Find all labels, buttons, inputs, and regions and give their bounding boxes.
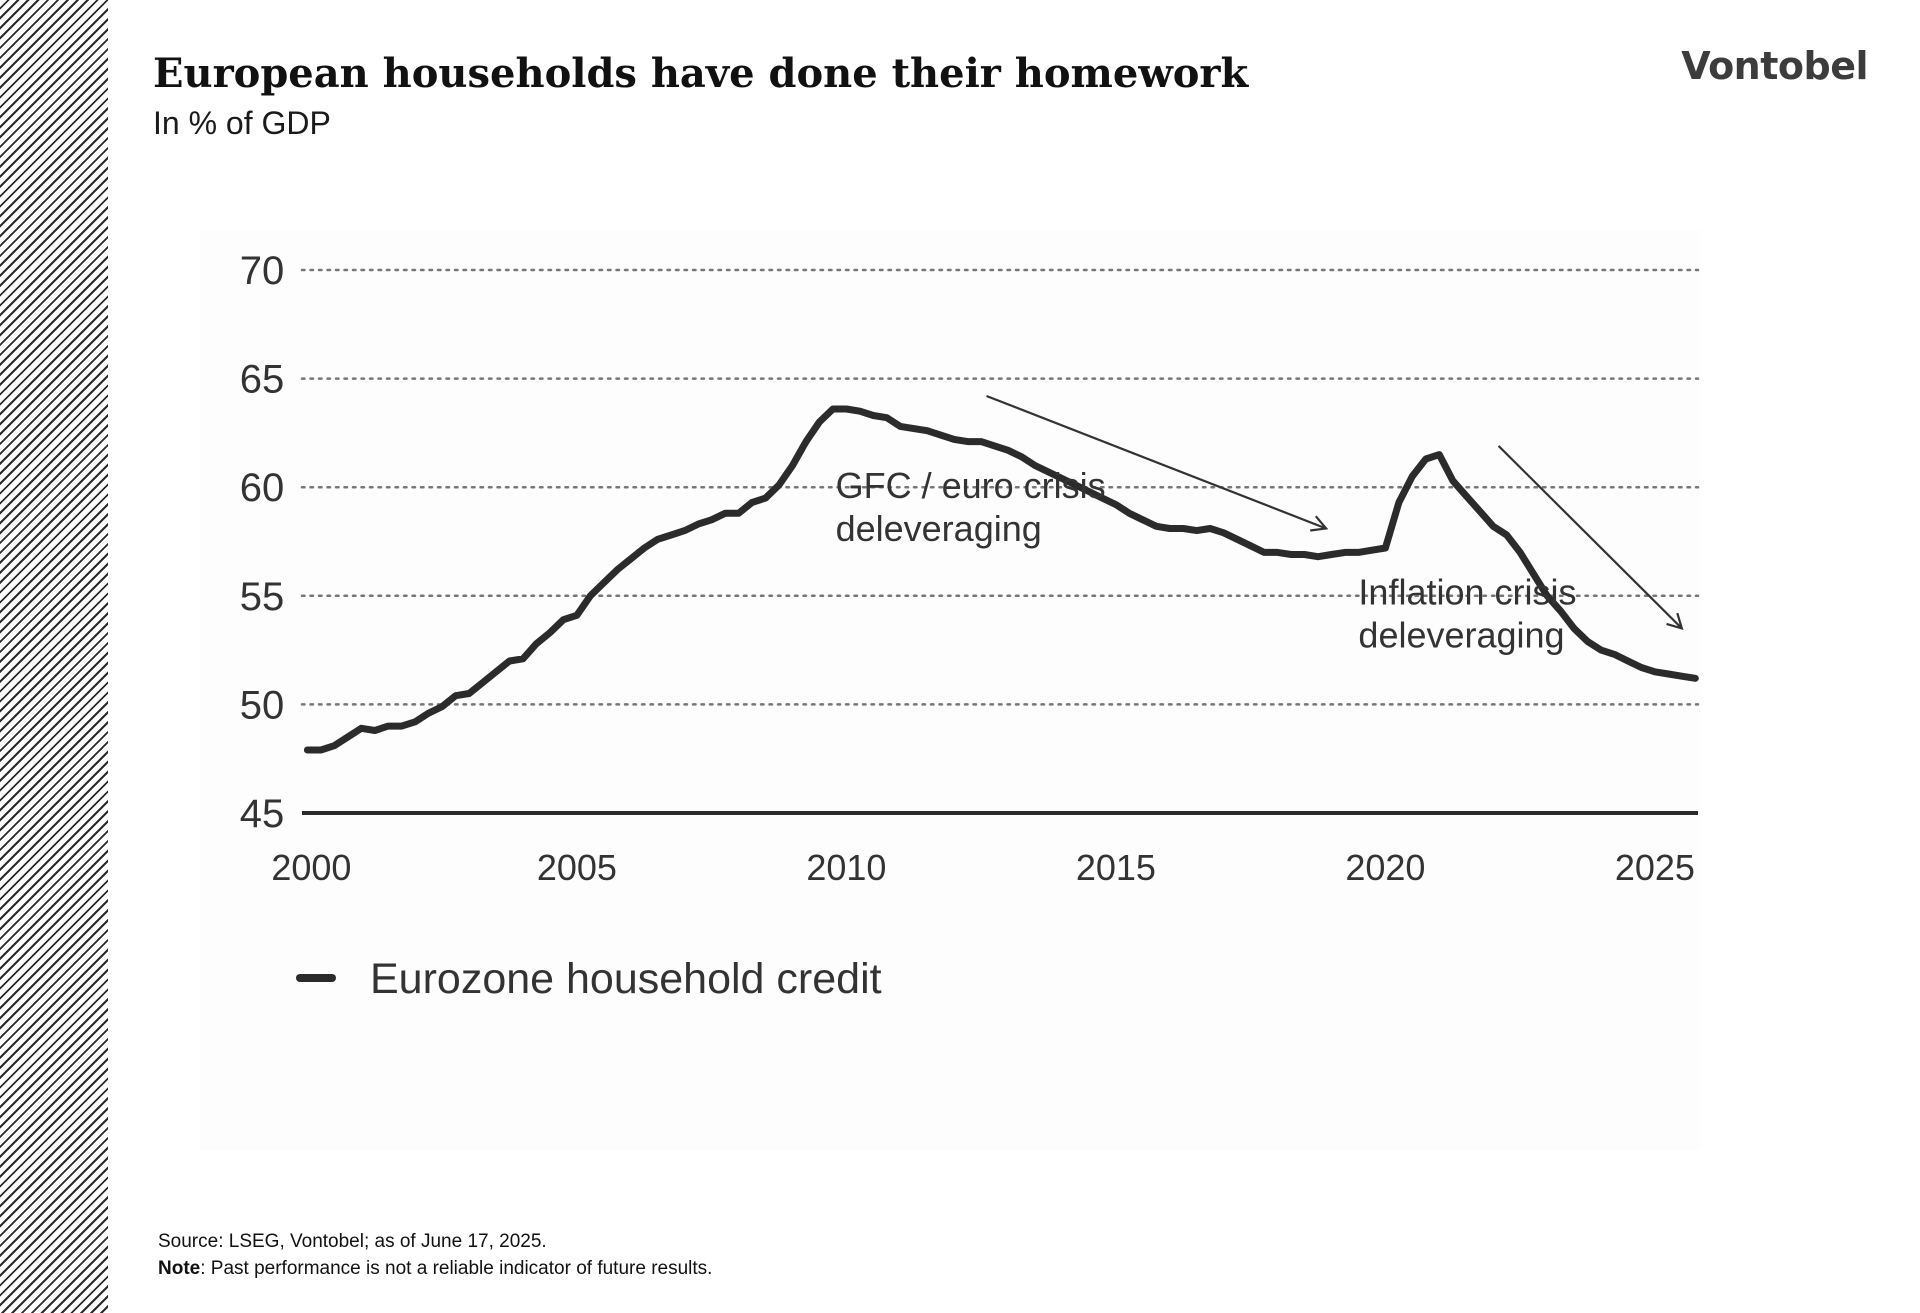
ytick-label-65: 65	[240, 358, 285, 402]
series-line-0	[303, 405, 1699, 754]
annotation-line: deleveraging	[1358, 614, 1564, 655]
annotation-gfc: GFC / euro crisis deleveraging	[836, 465, 1106, 549]
page-subtitle: In % of GDP	[153, 105, 331, 141]
grid-layer	[300, 268, 1700, 706]
xtick-label-2010: 2010	[806, 847, 886, 888]
chart-panel: 45 50 55 60 65 70 2000 2005 2010 2015 2020 2025 GFC…	[200, 230, 1700, 1150]
annotation-line: Inflation crisis	[1358, 571, 1576, 612]
xtick-label-2020: 2020	[1345, 847, 1425, 888]
xtick-label-2015: 2015	[1076, 847, 1156, 888]
inflation-arrow-head	[1666, 612, 1684, 630]
annotation-line: GFC / euro crisis	[836, 465, 1106, 506]
xtick-label-2000: 2000	[271, 847, 351, 888]
ytick-label-70: 70	[240, 249, 285, 293]
annotation-inflation: Inflation crisis deleveraging	[1358, 571, 1576, 655]
ytick-label-45: 45	[240, 792, 285, 836]
legend-label: Eurozone household credit	[370, 955, 882, 1003]
gfc-arrow-shaft	[986, 394, 1327, 530]
page-title: European households have done their home…	[153, 50, 1249, 97]
xtick-label-2005: 2005	[537, 847, 617, 888]
ytick-label-50: 50	[240, 683, 285, 727]
gfc-arrow-head	[1310, 515, 1329, 532]
series-layer	[303, 405, 1699, 754]
axis-layer: 45 50 55 60 65 70 2000 2005 2010 2015 2020 2025	[240, 249, 1698, 888]
xtick-label-2025: 2025	[1615, 847, 1695, 888]
ytick-label-55: 55	[240, 575, 285, 619]
note-line: Note: Past performance is not a reliable…	[158, 1255, 712, 1282]
note-text: : Past performance is not a reliable ind…	[200, 1258, 713, 1279]
vontobel-logo: Vontobel	[1681, 44, 1868, 88]
legend-layer: Eurozone household credit	[296, 955, 882, 1003]
source-text: Source: LSEG, Vontobel; as of June 17, 2…	[158, 1231, 547, 1252]
inflation-arrow-shaft	[1497, 445, 1683, 630]
decorative-stripe-band	[0, 0, 108, 1313]
note-label: Note	[158, 1258, 201, 1279]
line-chart: 45 50 55 60 65 70 2000 2005 2010 2015 2020 2025 GFC…	[240, 249, 1700, 1003]
ytick-label-60: 60	[240, 466, 285, 510]
chart-footer: Source: LSEG, Vontobel; as of June 17, 2…	[158, 1228, 712, 1282]
annotation-line: deleveraging	[836, 508, 1042, 549]
